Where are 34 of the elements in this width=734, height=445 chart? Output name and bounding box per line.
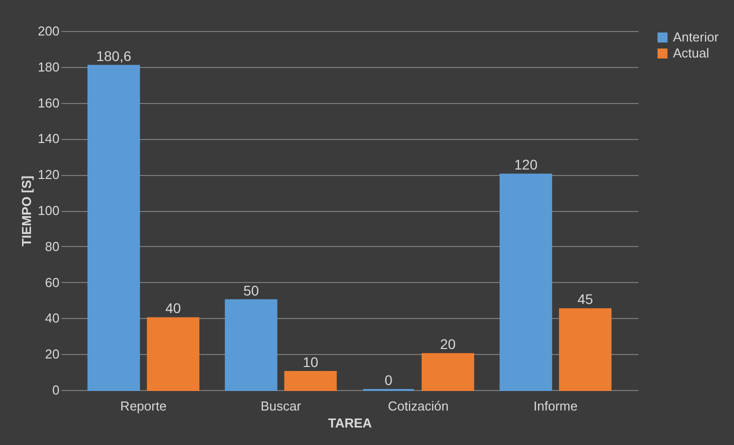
legend-label: Anterior — [673, 30, 720, 44]
bar — [87, 64, 140, 391]
data-label: 50 — [243, 282, 260, 298]
x-axis-title: TAREA — [328, 416, 373, 430]
x-tick-label: Informe — [534, 398, 578, 414]
y-tick-label: 0 — [52, 382, 60, 398]
x-tick-label: Reporte — [120, 398, 167, 414]
x-tick-label: Cotización — [388, 398, 449, 414]
y-tick-label: 100 — [38, 203, 60, 218]
y-tick-label: 140 — [38, 131, 60, 146]
y-tick-label: 160 — [38, 95, 60, 110]
bar — [284, 371, 337, 391]
data-label: 10 — [302, 354, 319, 370]
bar — [422, 353, 474, 391]
y-tick-label: 120 — [38, 167, 60, 182]
y-tick-label: 180 — [38, 59, 60, 74]
data-label: 120 — [514, 156, 538, 173]
y-tick-label: 40 — [45, 310, 60, 326]
bar — [500, 174, 552, 391]
data-label: 0 — [384, 372, 393, 388]
bar — [559, 308, 612, 391]
y-tick-label: 60 — [45, 274, 60, 290]
y-tick-label: 80 — [45, 238, 60, 254]
y-tick-label: 200 — [38, 24, 60, 38]
bar — [146, 317, 200, 391]
y-tick-label: 20 — [45, 346, 60, 362]
data-label: 40 — [165, 300, 182, 316]
y-axis-title: TIEMPO [S] — [18, 176, 34, 246]
data-label: 180,6 — [96, 48, 132, 64]
bar — [224, 299, 278, 391]
data-label: 20 — [440, 336, 456, 352]
x-tick-label: Buscar — [260, 398, 302, 414]
data-label: 45 — [577, 291, 594, 308]
legend-label: Actual — [673, 46, 710, 60]
